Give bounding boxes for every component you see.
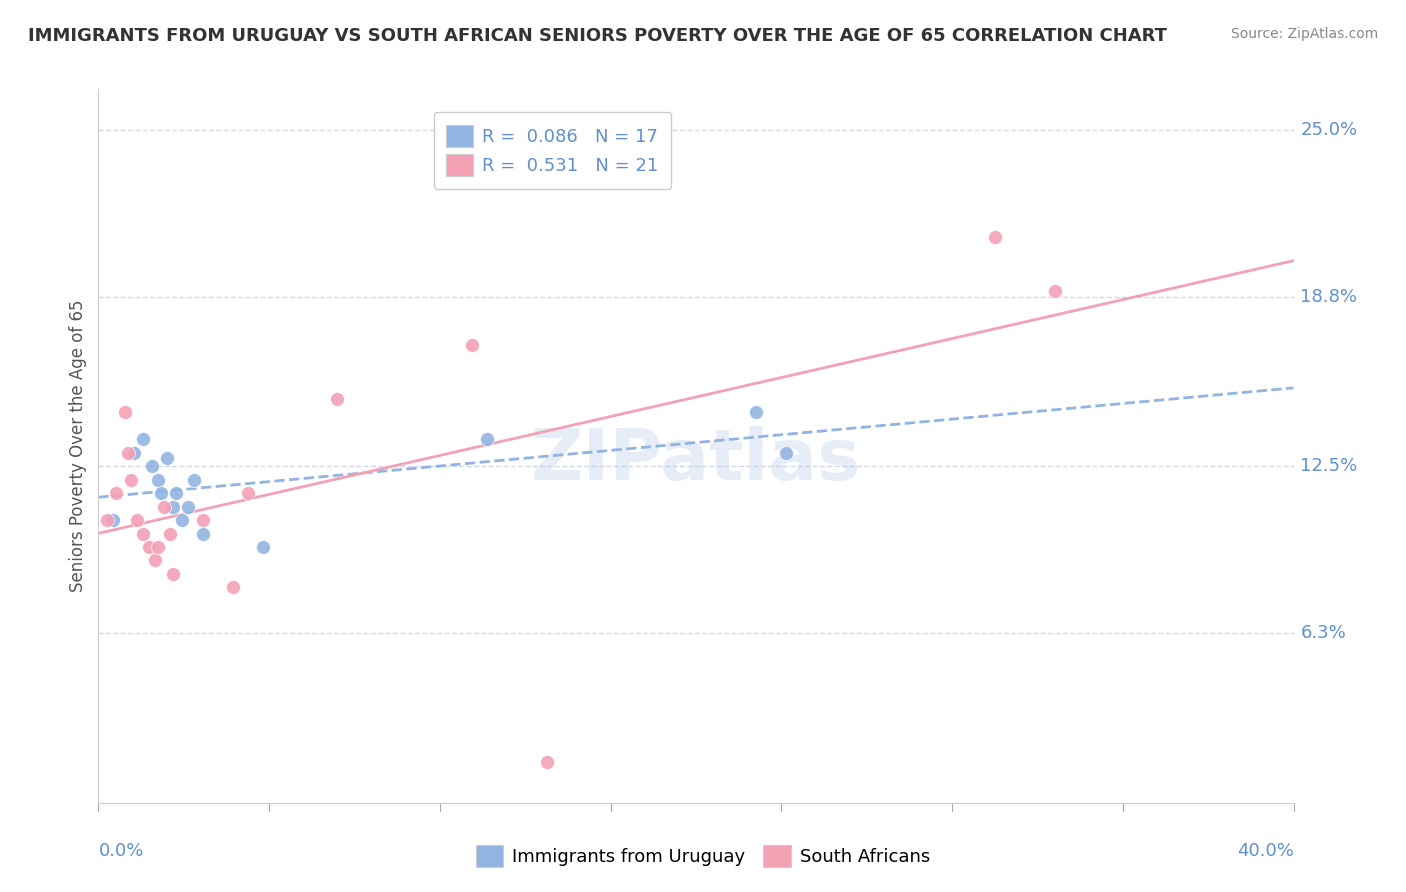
Point bbox=[236, 486, 259, 500]
Y-axis label: Seniors Poverty Over the Age of 65: Seniors Poverty Over the Age of 65 bbox=[69, 300, 87, 592]
Point bbox=[177, 500, 200, 514]
Text: 12.5%: 12.5% bbox=[1301, 458, 1358, 475]
Point bbox=[162, 500, 184, 514]
Point bbox=[165, 486, 187, 500]
Text: Source: ZipAtlas.com: Source: ZipAtlas.com bbox=[1230, 27, 1378, 41]
Point bbox=[191, 513, 214, 527]
Point bbox=[461, 338, 484, 352]
Point bbox=[150, 486, 173, 500]
Point bbox=[1043, 284, 1066, 298]
Point bbox=[132, 432, 155, 446]
Point bbox=[117, 446, 139, 460]
Text: 18.8%: 18.8% bbox=[1301, 287, 1357, 306]
Point bbox=[745, 405, 768, 419]
Point bbox=[105, 486, 128, 500]
Point bbox=[148, 540, 170, 554]
Point bbox=[114, 405, 136, 419]
Point bbox=[475, 432, 498, 446]
Point bbox=[143, 553, 166, 567]
Point bbox=[536, 756, 558, 770]
Point bbox=[172, 513, 194, 527]
Text: 25.0%: 25.0% bbox=[1301, 120, 1358, 138]
Point bbox=[183, 473, 205, 487]
Point bbox=[159, 526, 181, 541]
Point bbox=[120, 473, 142, 487]
Point bbox=[141, 459, 163, 474]
Point bbox=[132, 526, 155, 541]
Text: 0.0%: 0.0% bbox=[98, 842, 143, 860]
Text: 6.3%: 6.3% bbox=[1301, 624, 1346, 642]
Point bbox=[162, 566, 184, 581]
Point bbox=[148, 473, 170, 487]
Legend: R =  0.086   N = 17, R =  0.531   N = 21: R = 0.086 N = 17, R = 0.531 N = 21 bbox=[433, 112, 672, 189]
Point bbox=[775, 446, 797, 460]
Point bbox=[153, 500, 176, 514]
Text: IMMIGRANTS FROM URUGUAY VS SOUTH AFRICAN SENIORS POVERTY OVER THE AGE OF 65 CORR: IMMIGRANTS FROM URUGUAY VS SOUTH AFRICAN… bbox=[28, 27, 1167, 45]
Point bbox=[124, 446, 146, 460]
Text: ZIPatlas: ZIPatlas bbox=[531, 425, 860, 495]
Point bbox=[127, 513, 149, 527]
Legend: Immigrants from Uruguay, South Africans: Immigrants from Uruguay, South Africans bbox=[470, 838, 936, 874]
Point bbox=[138, 540, 160, 554]
Point bbox=[326, 392, 349, 406]
Point bbox=[252, 540, 274, 554]
Text: 40.0%: 40.0% bbox=[1237, 842, 1294, 860]
Point bbox=[103, 513, 125, 527]
Point bbox=[222, 580, 245, 594]
Point bbox=[191, 526, 214, 541]
Point bbox=[984, 230, 1007, 244]
Point bbox=[96, 513, 118, 527]
Point bbox=[156, 451, 179, 466]
